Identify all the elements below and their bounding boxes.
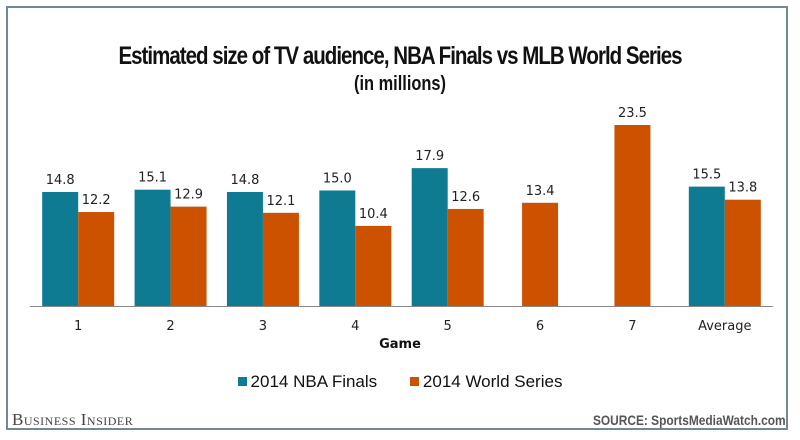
data-label-world-series-5: 12.6 [451,190,480,205]
bar-world-series-average [724,199,761,306]
legend: 2014 NBA Finals 2014 World Series [0,372,800,392]
bar-world-series-4 [355,225,392,306]
data-label-nba-1: 14.8 [46,173,75,188]
legend-label-nba: 2014 NBA Finals [250,372,378,391]
data-label-world-series-6: 13.4 [526,184,555,199]
bar-world-series-3 [262,212,299,306]
x-tick-label: 4 [351,319,359,334]
bar-nba-4 [319,190,356,306]
data-label-world-series-7: 23.5 [618,106,647,121]
bar-nba-average [688,186,725,306]
x-tick-label: 2 [166,319,174,334]
data-label-world-series-2: 12.9 [174,188,203,203]
bar-world-series-5 [447,208,484,306]
brand-logo: Business Insider [12,410,134,429]
chart-subtitle: (in millions) [353,73,447,95]
data-label-nba-2: 15.1 [138,171,167,186]
x-axis-label: Game [379,337,421,352]
bar-nba-3 [226,192,263,306]
data-label-world-series-4: 10.4 [359,207,388,222]
data-label-nba-3: 14.8 [230,173,259,188]
x-tick-label: 6 [536,319,544,334]
bar-world-series-6 [522,202,559,306]
x-tick-label: 5 [444,319,452,334]
bar-world-series-2 [170,206,207,306]
chart-title: Estimated size of TV audience, NBA Final… [118,42,682,70]
legend-label-world-series: 2014 World Series [422,372,563,391]
bar-nba-2 [134,189,171,306]
legend-item-nba: 2014 NBA Finals [237,372,378,392]
data-label-world-series-3: 12.1 [266,194,295,209]
data-label-nba-average: 15.5 [692,168,721,183]
x-tick-label: Average [698,319,751,334]
data-label-world-series-1: 12.2 [82,193,111,208]
x-tick-label: 3 [259,319,267,334]
source-credit: SOURCE: SportsMediaWatch.com [593,412,786,428]
bar-nba-5 [411,168,448,306]
bar-world-series-1 [78,212,115,306]
data-label-nba-5: 17.9 [415,149,444,164]
legend-swatch-nba [237,377,247,387]
x-tick-label: 1 [74,319,82,334]
legend-item-world-series: 2014 World Series [409,372,563,392]
bar-nba-1 [42,192,79,306]
data-label-world-series-average: 13.8 [728,181,757,196]
legend-swatch-world-series [409,377,419,387]
data-label-nba-4: 15.0 [323,171,352,186]
x-tick-label: 7 [628,319,636,334]
bar-world-series-7 [614,125,651,306]
